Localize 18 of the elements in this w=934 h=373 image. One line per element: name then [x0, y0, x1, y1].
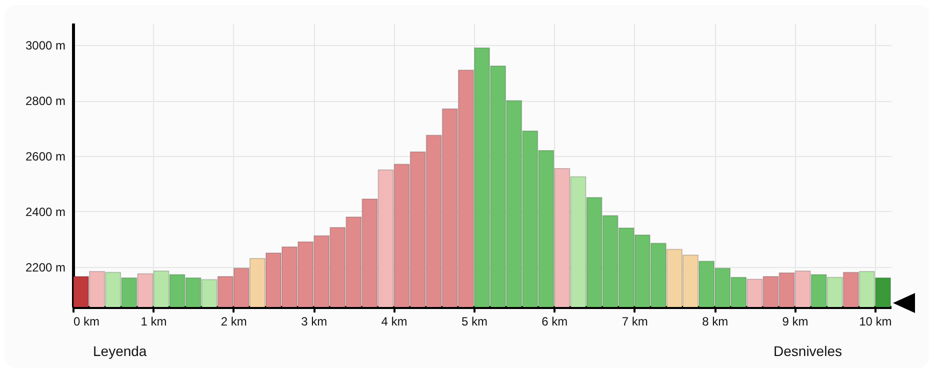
x-tick-label: 9 km: [782, 314, 808, 328]
x-tick-label: 1 km: [140, 314, 167, 328]
x-tick-label: 7 km: [622, 314, 648, 328]
y-tick-label: 3000 m: [25, 38, 66, 53]
y-tick-label: 2400 m: [25, 204, 66, 219]
y-tick-label: 2800 m: [25, 94, 66, 108]
x-tick-label: 10 km: [859, 314, 892, 328]
x-tick-label: 6 km: [542, 314, 568, 328]
x-tick-label: 3 km: [301, 314, 328, 328]
x-tick-label: 2 km: [220, 314, 247, 328]
x-tick-label: 8 km: [702, 314, 728, 328]
y-tick-label: 2200 m: [25, 260, 66, 274]
text: Leyenda: [93, 343, 147, 359]
text: Desniveles: [774, 343, 842, 359]
x-tick-label: 4 km: [381, 314, 408, 328]
x-tick-label: 5 km: [461, 314, 488, 328]
y-tick-label: 2600 m: [25, 149, 66, 164]
x-tick-label: 0 km: [74, 314, 100, 328]
